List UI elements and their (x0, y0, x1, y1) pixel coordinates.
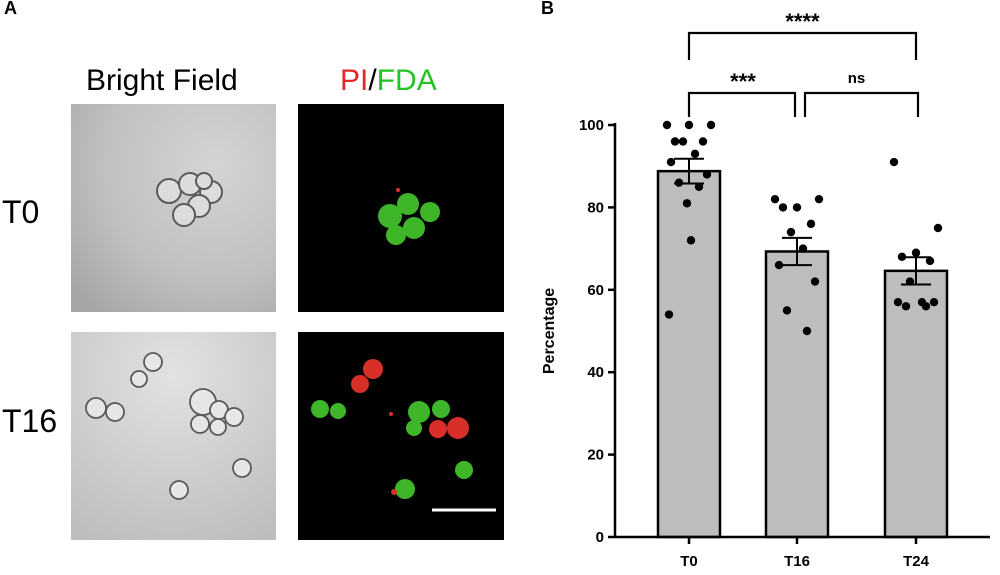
data-point-t24-9 (901, 302, 911, 311)
data-point-t0-13 (664, 310, 674, 319)
significance-bracket-t0-t24 (687, 31, 918, 60)
significance-label-t0-t24: **** (785, 9, 820, 34)
y-tick-label-0: 0 (596, 529, 604, 546)
significance-bracket-t0-t16 (687, 91, 797, 117)
data-point-t24-2 (911, 248, 921, 257)
bar-t0 (656, 169, 722, 539)
data-point-t16-9 (782, 306, 792, 315)
significance-bracket-t16-t24 (803, 91, 920, 117)
data-point-t0-8 (702, 170, 712, 179)
row-label-t0: T0 (2, 194, 40, 230)
data-point-t0-4 (698, 137, 708, 146)
data-point-t0-2 (684, 120, 694, 130)
bright-field-title: Bright Field (86, 64, 238, 97)
fluorescence-t16-svg (298, 332, 504, 540)
fluorescence-t16-image (298, 332, 504, 540)
data-point-t0-3 (670, 137, 680, 146)
data-point-t24-1 (933, 223, 943, 233)
data-point-t0-5 (678, 137, 688, 146)
data-point-t24-4 (925, 256, 935, 266)
data-point-t16-5 (786, 227, 796, 237)
x-tick-label-t16: T16 (784, 553, 810, 570)
data-point-t24-0 (889, 157, 899, 167)
fluorescence-t0-image (298, 104, 504, 312)
data-point-t0-7 (666, 157, 676, 167)
data-point-t16-2 (792, 203, 802, 212)
y-tick-label-20: 20 (587, 447, 604, 464)
fda-label: FDA (376, 64, 437, 97)
data-point-t0-11 (682, 199, 692, 208)
brightfield-t0-image (71, 104, 276, 312)
slash-label: / (368, 64, 377, 97)
pi-fda-title: PI/FDA (340, 64, 437, 98)
brightfield-t0-svg (71, 104, 276, 312)
data-point-t24-8 (929, 297, 939, 307)
brightfield-t16-svg (71, 332, 276, 540)
significance-label-t0-t16: *** (730, 69, 756, 94)
bar-t16 (764, 250, 830, 539)
y-tick-label-60: 60 (587, 282, 604, 299)
y-axis-title: Percentage (541, 288, 558, 374)
data-point-t24-7 (893, 297, 903, 307)
data-point-t16-3 (778, 203, 788, 212)
x-tick-label-t0: T0 (680, 553, 698, 570)
data-point-t16-0 (770, 194, 780, 204)
panel-b-letter: B (541, 0, 554, 18)
pi-label: PI (340, 64, 369, 97)
data-point-t16-7 (774, 260, 784, 270)
significance-label-t16-t24: ns (848, 70, 866, 87)
y-tick-label-80: 80 (587, 199, 604, 216)
data-point-t0-1 (706, 120, 716, 130)
data-point-t0-6 (690, 149, 700, 159)
data-point-t16-1 (814, 194, 824, 204)
x-tick-label-t24: T24 (903, 553, 930, 570)
data-point-t24-10 (921, 302, 931, 311)
data-point-t0-12 (686, 236, 696, 245)
brightfield-t16-image (71, 332, 276, 540)
y-tick-label-100: 100 (579, 117, 604, 134)
fluorescence-t0-svg (298, 104, 504, 312)
data-point-t16-8 (810, 277, 820, 286)
data-point-t16-6 (798, 244, 808, 253)
panel-a-letter: A (4, 0, 17, 18)
bar-t24 (883, 269, 949, 539)
data-point-t0-0 (662, 120, 672, 130)
data-point-t0-10 (694, 182, 704, 191)
row-label-t16: T16 (2, 403, 58, 439)
data-point-t16-4 (806, 219, 816, 229)
data-point-t16-10 (802, 326, 812, 336)
y-tick-label-40: 40 (587, 364, 604, 381)
